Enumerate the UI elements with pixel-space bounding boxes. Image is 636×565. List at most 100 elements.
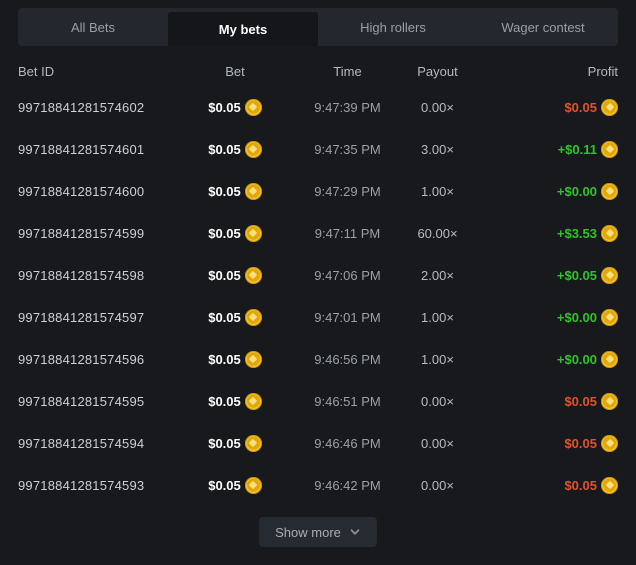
bet-profit: +$3.53 bbox=[556, 225, 597, 241]
tab-label: High rollers bbox=[360, 19, 426, 35]
table-row[interactable]: 99718841281574595 $0.05 9:46:51 PM 0.00×… bbox=[0, 380, 636, 422]
bet-time: 9:47:01 PM bbox=[314, 309, 381, 325]
bet-profit: $0.05 bbox=[564, 435, 597, 451]
table-row[interactable]: 99718841281574597 $0.05 9:47:01 PM 1.00×… bbox=[0, 296, 636, 338]
bet-id: 99718841281574594 bbox=[18, 435, 145, 451]
bet-amount: $0.05 bbox=[208, 477, 241, 493]
tab-label: Wager contest bbox=[501, 19, 585, 35]
bet-amount: $0.05 bbox=[208, 225, 241, 241]
bet-profit-cell: +$0.00 bbox=[470, 182, 618, 200]
bet-profit: +$0.05 bbox=[556, 267, 597, 283]
bet-amount-cell: $0.05 bbox=[180, 140, 290, 158]
table-header-row: Bet ID Bet Time Payout Profit bbox=[0, 56, 636, 86]
bet-amount: $0.05 bbox=[208, 183, 241, 199]
bet-payout: 0.00× bbox=[421, 435, 454, 451]
coin-icon bbox=[244, 98, 262, 116]
bet-id: 99718841281574593 bbox=[18, 477, 145, 493]
bet-amount-cell: $0.05 bbox=[180, 266, 290, 284]
table-row[interactable]: 99718841281574600 $0.05 9:47:29 PM 1.00×… bbox=[0, 170, 636, 212]
bet-profit-cell: $0.05 bbox=[470, 434, 618, 452]
coin-icon bbox=[601, 392, 618, 410]
bet-time: 9:46:42 PM bbox=[314, 477, 381, 493]
bet-profit: $0.05 bbox=[564, 477, 597, 493]
coin-icon bbox=[601, 476, 618, 494]
bet-time: 9:47:29 PM bbox=[314, 183, 381, 199]
bet-profit: +$0.00 bbox=[556, 183, 597, 199]
bet-amount-cell: $0.05 bbox=[180, 476, 290, 494]
bet-time: 9:46:56 PM bbox=[314, 351, 381, 367]
bet-profit: +$0.00 bbox=[556, 309, 597, 325]
coin-icon bbox=[601, 224, 618, 242]
coin-icon bbox=[244, 350, 262, 368]
bet-id: 99718841281574595 bbox=[18, 393, 145, 409]
bet-time: 9:47:39 PM bbox=[314, 99, 381, 115]
coin-icon bbox=[601, 350, 618, 368]
table-row[interactable]: 99718841281574602 $0.05 9:47:39 PM 0.00×… bbox=[0, 86, 636, 128]
column-header-time: Time bbox=[333, 63, 362, 79]
tab-wager-contest[interactable]: Wager contest bbox=[468, 8, 618, 46]
coin-icon bbox=[601, 434, 618, 452]
show-more-container: Show more bbox=[0, 517, 636, 547]
coin-icon bbox=[601, 98, 618, 116]
bet-amount-cell: $0.05 bbox=[180, 224, 290, 242]
bet-profit: $0.05 bbox=[564, 393, 597, 409]
show-more-button[interactable]: Show more bbox=[259, 517, 377, 547]
bet-payout: 1.00× bbox=[421, 309, 454, 325]
bet-amount: $0.05 bbox=[208, 435, 241, 451]
bet-id: 99718841281574601 bbox=[18, 141, 145, 157]
bet-payout: 2.00× bbox=[421, 267, 454, 283]
bet-profit-cell: +$0.00 bbox=[470, 308, 618, 326]
bet-profit-cell: +$0.11 bbox=[470, 140, 618, 158]
bet-payout: 0.00× bbox=[421, 477, 454, 493]
column-header-bet: Bet bbox=[225, 63, 245, 79]
bet-payout: 0.00× bbox=[421, 393, 454, 409]
bet-profit-cell: $0.05 bbox=[470, 392, 618, 410]
bet-amount: $0.05 bbox=[208, 309, 241, 325]
bets-table-body: 99718841281574602 $0.05 9:47:39 PM 0.00×… bbox=[0, 86, 636, 506]
bets-tabbar: All Bets My bets High rollers Wager cont… bbox=[18, 8, 618, 46]
bet-amount: $0.05 bbox=[208, 99, 241, 115]
bet-amount: $0.05 bbox=[208, 141, 241, 157]
coin-icon bbox=[601, 182, 618, 200]
bet-profit: $0.05 bbox=[564, 99, 597, 115]
bet-id: 99718841281574598 bbox=[18, 267, 145, 283]
bet-amount-cell: $0.05 bbox=[180, 98, 290, 116]
bet-profit: +$0.11 bbox=[557, 141, 597, 157]
table-row[interactable]: 99718841281574593 $0.05 9:46:42 PM 0.00×… bbox=[0, 464, 636, 506]
bet-id: 99718841281574597 bbox=[18, 309, 145, 325]
table-row[interactable]: 99718841281574599 $0.05 9:47:11 PM 60.00… bbox=[0, 212, 636, 254]
tab-my-bets[interactable]: My bets bbox=[168, 12, 318, 46]
bet-profit-cell: $0.05 bbox=[470, 98, 618, 116]
bet-payout: 1.00× bbox=[421, 351, 454, 367]
column-header-payout: Payout bbox=[417, 63, 458, 79]
bet-payout: 3.00× bbox=[421, 141, 454, 157]
bet-amount-cell: $0.05 bbox=[180, 350, 290, 368]
table-row[interactable]: 99718841281574601 $0.05 9:47:35 PM 3.00×… bbox=[0, 128, 636, 170]
coin-icon bbox=[601, 308, 618, 326]
coin-icon bbox=[244, 266, 262, 284]
table-row[interactable]: 99718841281574594 $0.05 9:46:46 PM 0.00×… bbox=[0, 422, 636, 464]
show-more-label: Show more bbox=[275, 524, 341, 540]
coin-icon bbox=[244, 140, 262, 158]
bet-time: 9:47:06 PM bbox=[314, 267, 381, 283]
coin-icon bbox=[244, 392, 262, 410]
table-row[interactable]: 99718841281574598 $0.05 9:47:06 PM 2.00×… bbox=[0, 254, 636, 296]
tab-high-rollers[interactable]: High rollers bbox=[318, 8, 468, 46]
bet-amount-cell: $0.05 bbox=[180, 308, 290, 326]
bet-amount: $0.05 bbox=[208, 351, 241, 367]
bet-time: 9:46:51 PM bbox=[314, 393, 381, 409]
tab-label: My bets bbox=[218, 21, 268, 37]
bet-time: 9:47:35 PM bbox=[314, 141, 381, 157]
tab-label: All Bets bbox=[70, 19, 116, 35]
bet-payout: 0.00× bbox=[421, 99, 454, 115]
bet-amount-cell: $0.05 bbox=[180, 434, 290, 452]
bet-amount-cell: $0.05 bbox=[180, 182, 290, 200]
bet-profit-cell: +$0.05 bbox=[470, 266, 618, 284]
bet-id: 99718841281574596 bbox=[18, 351, 145, 367]
coin-icon bbox=[244, 182, 262, 200]
tab-all-bets[interactable]: All Bets bbox=[18, 8, 168, 46]
coin-icon bbox=[244, 476, 262, 494]
table-row[interactable]: 99718841281574596 $0.05 9:46:56 PM 1.00×… bbox=[0, 338, 636, 380]
bet-id: 99718841281574600 bbox=[18, 183, 145, 199]
